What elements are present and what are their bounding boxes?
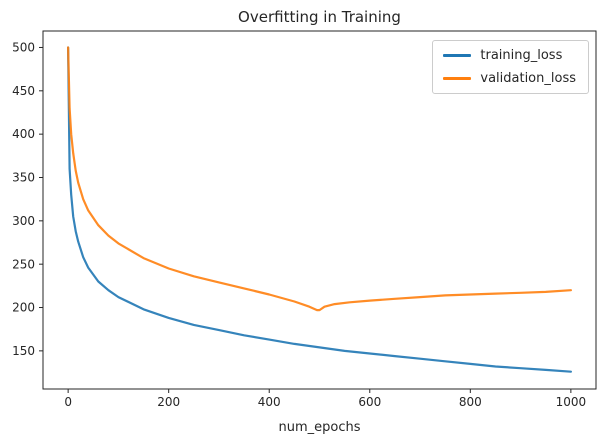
- legend-entry-training-loss: training_loss: [443, 48, 576, 63]
- y-tick-label: 150: [12, 344, 35, 358]
- x-tick-label: 400: [258, 395, 281, 409]
- y-tick-label: 400: [12, 127, 35, 141]
- x-tick-label: 0: [64, 395, 72, 409]
- y-tick-label: 250: [12, 257, 35, 271]
- plot-area: [42, 30, 597, 390]
- legend-label-validation-loss: validation_loss: [480, 71, 576, 86]
- y-tick-label: 300: [12, 214, 35, 228]
- y-tick-label: 350: [12, 171, 35, 185]
- chart-title: Overfitting in Training: [238, 8, 401, 26]
- x-tick-label: 800: [459, 395, 482, 409]
- x-tick-label: 200: [157, 395, 180, 409]
- legend-line-training-loss: [443, 54, 472, 57]
- y-tick-label: 450: [12, 84, 35, 98]
- x-axis-label: num_epochs: [278, 420, 361, 435]
- validation_loss-line: [66, 46, 573, 312]
- legend-line-validation-loss: [443, 77, 472, 80]
- x-tick-label: 1000: [556, 395, 587, 409]
- legend-label-training-loss: training_loss: [480, 48, 563, 63]
- legend: training_loss validation_loss: [432, 40, 589, 94]
- training_loss-line: [66, 46, 573, 373]
- x-tick-label: 600: [358, 395, 381, 409]
- legend-entry-validation-loss: validation_loss: [443, 71, 576, 86]
- y-tick-label: 200: [12, 301, 35, 315]
- y-tick-label: 500: [12, 41, 35, 55]
